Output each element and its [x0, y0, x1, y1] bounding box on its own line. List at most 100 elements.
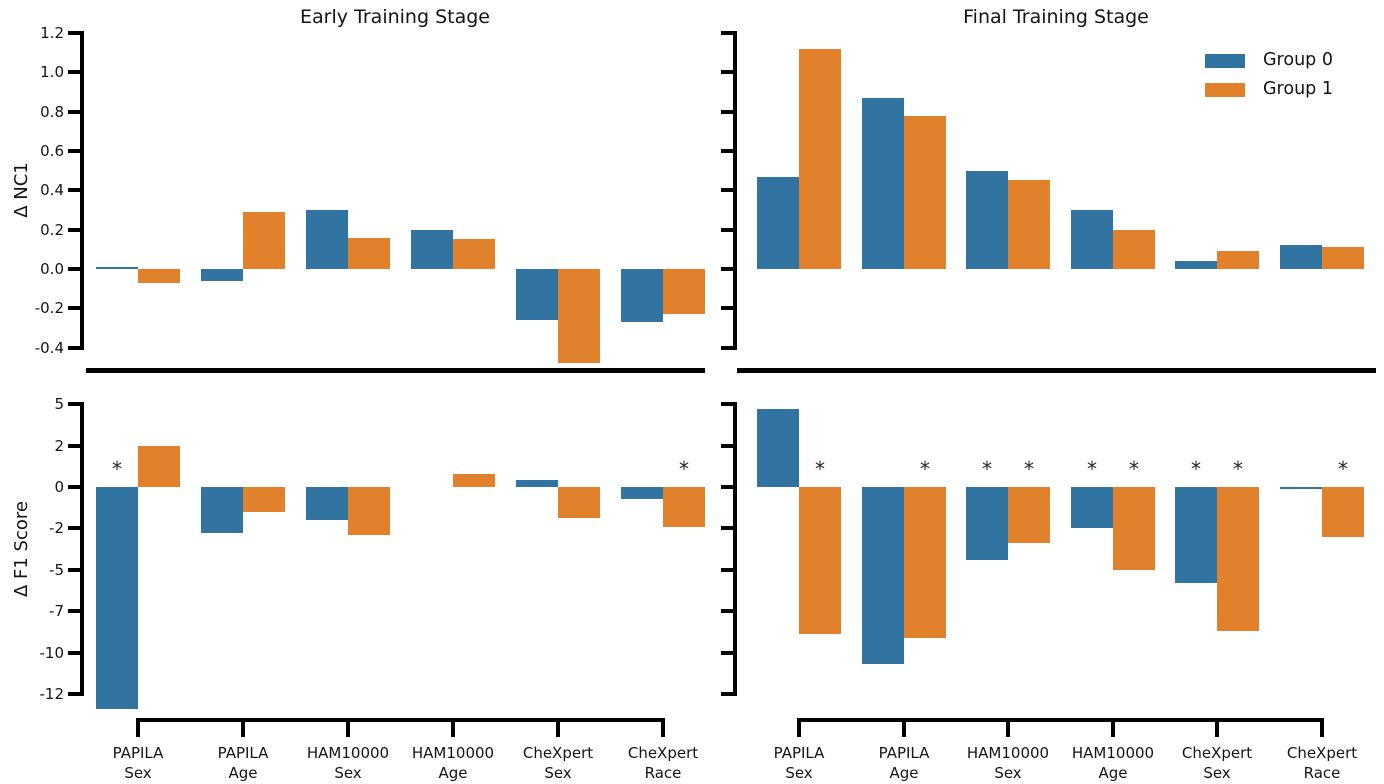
f1_final-significance-marker: * — [1338, 457, 1348, 481]
category-label-line1: CheXpert — [627, 744, 699, 762]
nc1_early-y-tick — [68, 345, 80, 350]
nc1_early-y-tick — [68, 148, 80, 153]
nc1_final-y-tick — [721, 267, 733, 271]
f1_final-y-tick — [721, 692, 733, 697]
f1_final-significance-marker: * — [982, 457, 992, 481]
category-label-line2: Race — [644, 763, 682, 782]
f1_final-x-tick — [1215, 718, 1219, 737]
nc1_early-y-tick — [68, 267, 80, 271]
nc1_early-y-tick-label: 1.0 — [40, 63, 64, 82]
f1_final-bar-group0 — [1175, 487, 1217, 584]
f1_final-bar-group1 — [1113, 487, 1155, 570]
f1_early-x-tick — [556, 718, 560, 737]
f1_final-category-label: CheXpert Sex — [1162, 744, 1272, 783]
nc1_early-y-tick-label: 0.2 — [40, 220, 64, 239]
f1_early-bar-group0 — [621, 487, 663, 499]
category-label-line1: PAPILA — [217, 744, 269, 762]
category-label-line2: Age — [438, 763, 468, 782]
category-label-line1: CheXpert — [522, 744, 594, 762]
f1_early-category-label: CheXpert Sex — [503, 744, 613, 783]
f1_early-y-tick — [68, 485, 80, 489]
f1_final-y-tick — [721, 526, 733, 531]
nc1_early-y-tick-label: 0.4 — [40, 181, 64, 200]
nc1_final-y-tick — [721, 109, 733, 114]
legend-swatch-icon — [1205, 53, 1245, 68]
nc1_early-bar-group1 — [663, 269, 705, 315]
nc1_final-bar-group0 — [966, 170, 1008, 269]
legend-item-1: Group 1 — [1205, 75, 1333, 104]
nc1_final-y-tick — [721, 30, 733, 35]
legend-swatch-icon — [1205, 82, 1245, 97]
f1_early-y-tick-label: -2 — [49, 519, 64, 538]
f1_early-bar-group0 — [201, 487, 243, 534]
f1_early-bar-group1 — [348, 487, 390, 536]
f1_early-y-tick-label: 2 — [54, 436, 64, 455]
nc1_early-y-tick — [68, 30, 80, 35]
nc1_final-x-axis-spine — [737, 368, 1376, 373]
category-label-line2: Sex — [994, 763, 1022, 782]
category-label-line1: HAM10000 — [966, 744, 1050, 762]
f1_early-x-tick — [241, 718, 245, 737]
category-label-line2: Sex — [1203, 763, 1231, 782]
f1_early-x-tick — [346, 718, 350, 737]
f1_final-significance-marker: * — [1233, 457, 1243, 481]
nc1_final-y-axis-spine — [733, 31, 737, 350]
category-label-line1: PAPILA — [112, 744, 164, 762]
nc1_final-bar-group1 — [1113, 229, 1155, 269]
category-label-line1: HAM10000 — [1071, 744, 1155, 762]
f1_final-x-axis-bracket — [797, 718, 1324, 722]
f1_early-significance-marker: * — [112, 457, 122, 481]
f1_final-bar-group1 — [799, 487, 841, 635]
f1_final-bar-group0 — [1280, 487, 1322, 489]
legend-label: Group 1 — [1263, 78, 1333, 99]
f1_final-significance-marker: * — [920, 457, 930, 481]
nc1_early-y-axis-spine — [80, 31, 84, 350]
nc1_final-bar-group1 — [1322, 247, 1364, 269]
nc1_final-bar-group0 — [862, 97, 904, 269]
f1_early-bar-group1 — [243, 487, 285, 512]
f1_final-bar-group0 — [1071, 487, 1113, 529]
f1_early-bar-group0 — [96, 487, 138, 710]
f1_early-y-tick — [68, 609, 80, 614]
nc1_early-bar-group0 — [306, 209, 348, 269]
f1_early-bar-group1 — [663, 487, 705, 527]
nc1_early-bar-group0 — [96, 267, 138, 269]
f1_early-y-axis-spine — [80, 402, 84, 696]
f1_final-significance-marker: * — [815, 457, 825, 481]
category-label-line1: PAPILA — [773, 744, 825, 762]
category-label-line2: Sex — [124, 763, 152, 782]
nc1_early-y-tick — [68, 109, 80, 114]
nc1_final-bar-group0 — [1071, 209, 1113, 269]
nc1_early-bar-group1 — [453, 239, 495, 269]
category-label-line2: Age — [889, 763, 919, 782]
f1_early-y-tick — [68, 567, 80, 572]
f1_early-significance-marker: * — [679, 457, 689, 481]
f1_early-y-tick-label: 0 — [54, 478, 64, 496]
f1_early-bar-group1 — [558, 487, 600, 519]
f1_early-y-tick — [68, 692, 80, 697]
nc1_early-y-tick-label: 0.6 — [40, 141, 64, 160]
f1_final-bar-group1 — [904, 487, 946, 638]
nc1_final-bar-group1 — [1008, 180, 1050, 269]
nc1_final-y-tick — [721, 227, 733, 232]
f1_early-x-axis-bracket — [136, 718, 665, 722]
category-label-line1: CheXpert — [1181, 744, 1253, 762]
nc1_early-bar-group1 — [348, 237, 390, 269]
f1_final-category-label: CheXpert Race — [1267, 744, 1377, 783]
category-label-line1: HAM10000 — [306, 744, 390, 762]
f1_final-significance-marker: * — [1087, 457, 1097, 481]
f1_final-bar-group1 — [1008, 487, 1050, 544]
nc1_final-y-tick — [721, 188, 733, 193]
nc1_early-y-tick — [68, 306, 80, 311]
f1_final-y-tick — [721, 443, 733, 448]
legend: Group 0 Group 1 — [1205, 46, 1333, 104]
f1_final-bar-group0 — [862, 487, 904, 665]
nc1_early-bar-group0 — [621, 269, 663, 323]
f1_early-y-tick-label: -5 — [49, 560, 64, 579]
f1_final-x-tick — [797, 718, 801, 737]
f1_final-bar-group0 — [966, 487, 1008, 560]
f1_early-bar-group1 — [453, 473, 495, 487]
nc1_early-bar-group0 — [411, 229, 453, 269]
nc1_final-bar-group1 — [799, 48, 841, 269]
nc1_early-y-tick-label: 0.0 — [40, 260, 64, 278]
